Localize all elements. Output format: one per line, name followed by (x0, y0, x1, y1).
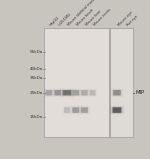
FancyBboxPatch shape (62, 90, 72, 96)
Bar (44, 28, 109, 137)
FancyBboxPatch shape (71, 89, 81, 96)
FancyBboxPatch shape (64, 107, 70, 113)
Text: Mouse skeletal muscle: Mouse skeletal muscle (67, 0, 99, 27)
FancyBboxPatch shape (71, 106, 81, 114)
FancyBboxPatch shape (89, 90, 96, 96)
FancyBboxPatch shape (81, 90, 88, 96)
Text: Mouse eye: Mouse eye (117, 10, 134, 27)
FancyBboxPatch shape (44, 89, 54, 96)
Bar (110, 28, 133, 137)
FancyBboxPatch shape (80, 106, 89, 114)
FancyBboxPatch shape (72, 90, 79, 95)
FancyBboxPatch shape (112, 107, 122, 113)
Text: 55kDa: 55kDa (30, 50, 43, 54)
FancyBboxPatch shape (72, 107, 79, 113)
FancyBboxPatch shape (111, 106, 123, 114)
FancyBboxPatch shape (111, 89, 122, 96)
FancyBboxPatch shape (81, 90, 88, 95)
Text: MIP: MIP (135, 90, 144, 95)
Text: 25kDa: 25kDa (30, 91, 43, 95)
FancyBboxPatch shape (113, 90, 121, 95)
Text: Mouse liver: Mouse liver (84, 10, 102, 27)
FancyBboxPatch shape (63, 90, 71, 95)
FancyBboxPatch shape (72, 90, 80, 96)
FancyBboxPatch shape (88, 89, 97, 96)
Text: HepG2: HepG2 (49, 15, 61, 27)
FancyBboxPatch shape (112, 90, 122, 96)
Text: 15kDa: 15kDa (30, 115, 43, 119)
FancyBboxPatch shape (61, 89, 73, 96)
Text: Mouse testis: Mouse testis (93, 8, 112, 27)
Text: 35kDa: 35kDa (30, 76, 43, 80)
FancyBboxPatch shape (113, 107, 121, 113)
Text: U-251MG: U-251MG (58, 12, 72, 27)
FancyBboxPatch shape (72, 107, 80, 113)
FancyBboxPatch shape (46, 90, 52, 95)
FancyBboxPatch shape (80, 107, 88, 113)
FancyBboxPatch shape (64, 107, 70, 113)
FancyBboxPatch shape (63, 106, 71, 114)
FancyBboxPatch shape (54, 90, 61, 95)
Text: Mouse heart: Mouse heart (76, 8, 94, 27)
FancyBboxPatch shape (81, 107, 88, 113)
FancyBboxPatch shape (54, 90, 62, 96)
Text: Rat eye: Rat eye (126, 14, 138, 27)
FancyBboxPatch shape (53, 89, 62, 96)
FancyBboxPatch shape (80, 89, 89, 96)
FancyBboxPatch shape (90, 90, 96, 95)
Text: 40kDa: 40kDa (30, 67, 43, 71)
FancyBboxPatch shape (45, 90, 53, 96)
